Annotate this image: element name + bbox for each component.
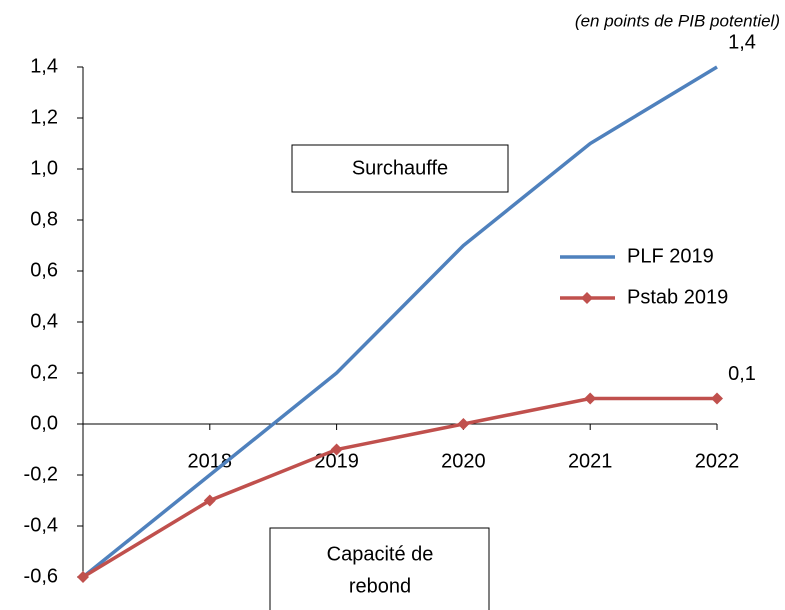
y-tick-label: 1,2 (30, 106, 58, 128)
x-tick-label: 2020 (441, 450, 486, 472)
legend-label: Pstab 2019 (627, 286, 728, 308)
y-tick-label: 0,2 (30, 361, 58, 383)
y-tick-label: 0,0 (30, 412, 58, 434)
legend-label: PLF 2019 (627, 245, 714, 267)
y-tick-label: 1,0 (30, 157, 58, 179)
point (203, 494, 216, 507)
y-tick-label: 0,4 (30, 310, 58, 332)
annotation-box (291, 144, 509, 193)
legend-marker (581, 292, 593, 304)
y-tick-label: -0,2 (24, 463, 58, 485)
subtitle: (en points de PIB potentiel) (575, 11, 780, 30)
data-label: 0,1 (728, 363, 756, 385)
series-line (82, 396, 717, 579)
annotation-box (269, 527, 490, 610)
x-tick-label: 2021 (568, 450, 613, 472)
point (457, 418, 470, 430)
x-tick-label: 2022 (695, 450, 740, 472)
y-tick-label: 0,8 (30, 208, 58, 230)
series-line (81, 65, 718, 579)
annotation: Capacité de (327, 543, 434, 565)
point (584, 392, 597, 405)
data-label: 1,4 (728, 31, 756, 53)
y-tick-label: 1,4 (30, 55, 58, 77)
y-tick-label: -0,4 (24, 514, 58, 536)
point (330, 443, 343, 456)
point (711, 392, 723, 405)
y-tick-label: 0,6 (30, 259, 58, 281)
point (77, 571, 89, 583)
y-tick-label: -0,6 (24, 565, 58, 587)
annotation: rebond (349, 575, 411, 597)
annotation: Surchauffe (352, 157, 448, 179)
